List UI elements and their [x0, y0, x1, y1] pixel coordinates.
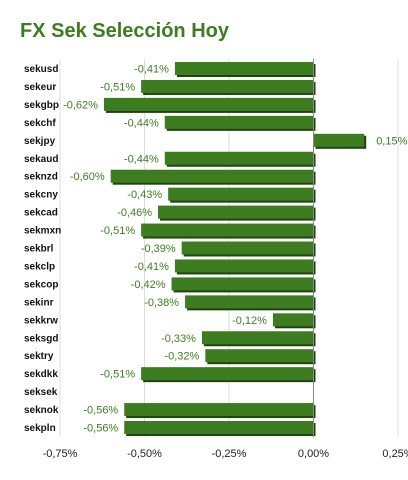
category-label: sekclp	[24, 261, 55, 272]
category-label: sektry	[24, 351, 54, 362]
category-label: sekinr	[24, 297, 54, 308]
value-labels: -0,41%-0,51%-0,62%-0,44%0,15%-0,44%-0,60…	[63, 64, 408, 435]
bar	[168, 187, 314, 201]
bar	[141, 367, 314, 381]
bar	[171, 277, 314, 291]
bar	[313, 133, 365, 147]
value-label: -0,62%	[63, 99, 98, 111]
category-label: seksgd	[24, 333, 58, 344]
value-label: -0,44%	[124, 153, 159, 165]
bar	[158, 205, 314, 219]
category-label: sekcop	[24, 279, 58, 290]
bar	[164, 151, 314, 165]
value-label: -0,56%	[83, 405, 118, 417]
bar	[205, 349, 314, 363]
x-tick-label: -0,50%	[127, 448, 162, 460]
category-label: seknok	[24, 405, 59, 416]
category-label: seknzd	[24, 172, 58, 183]
bar	[110, 169, 314, 183]
category-label: sekcad	[24, 208, 58, 219]
value-label: -0,51%	[100, 225, 135, 237]
category-label: sekcny	[24, 190, 58, 201]
category-label: sekkrw	[24, 315, 58, 326]
category-label: sekjpy	[24, 136, 56, 147]
category-label: sekchf	[24, 118, 56, 129]
bar	[124, 403, 314, 417]
x-tick-label: -0,75%	[43, 448, 78, 460]
bar	[174, 259, 314, 273]
category-labels: sekusd sekeur sekgbp sekchf sekjpy sekaud sekn…	[24, 64, 61, 434]
x-axis-tick-labels: -0,75% -0,50% -0,25% 0,00% 0,25%	[43, 448, 408, 460]
bar	[141, 79, 314, 93]
value-label: -0,51%	[100, 369, 135, 381]
value-label: -0,56%	[83, 423, 118, 435]
category-label: sekmxn	[24, 226, 61, 237]
bar	[181, 241, 314, 255]
bars	[103, 62, 367, 436]
value-label: -0,32%	[164, 351, 199, 363]
bar	[124, 421, 314, 434]
value-label: -0,46%	[117, 207, 152, 219]
category-label: sekgbp	[24, 100, 59, 111]
value-label: -0,42%	[131, 279, 166, 291]
x-tick-label: 0,25%	[382, 448, 408, 460]
value-label: -0,41%	[134, 64, 169, 76]
bar	[174, 62, 314, 75]
bar	[272, 313, 314, 327]
category-label: sekusd	[24, 64, 58, 75]
value-label: -0,51%	[100, 81, 135, 93]
bar	[164, 115, 314, 129]
value-label: -0,33%	[161, 333, 196, 345]
value-label: -0,43%	[127, 189, 162, 201]
bar	[185, 295, 314, 309]
bar	[141, 223, 314, 237]
category-label: seksek	[24, 387, 58, 398]
chart-title: FX Sek Selección Hoy	[20, 20, 229, 42]
value-label: 0,15%	[376, 135, 407, 147]
value-label: -0,60%	[70, 171, 105, 183]
value-label: -0,12%	[232, 315, 267, 327]
value-label: -0,38%	[144, 297, 179, 309]
value-label: -0,41%	[134, 261, 169, 273]
category-label: sekdkk	[24, 369, 58, 380]
category-label: sekpln	[24, 423, 56, 434]
x-tick-label: -0,25%	[212, 448, 247, 460]
category-label: sekeur	[24, 82, 56, 93]
bar	[103, 97, 314, 111]
bar	[201, 331, 314, 345]
category-label: sekaud	[24, 154, 58, 165]
value-label: -0,39%	[141, 243, 176, 255]
x-tick-label: 0,00%	[298, 448, 329, 460]
value-label: -0,44%	[124, 117, 159, 129]
category-label: sekbrl	[24, 244, 54, 255]
